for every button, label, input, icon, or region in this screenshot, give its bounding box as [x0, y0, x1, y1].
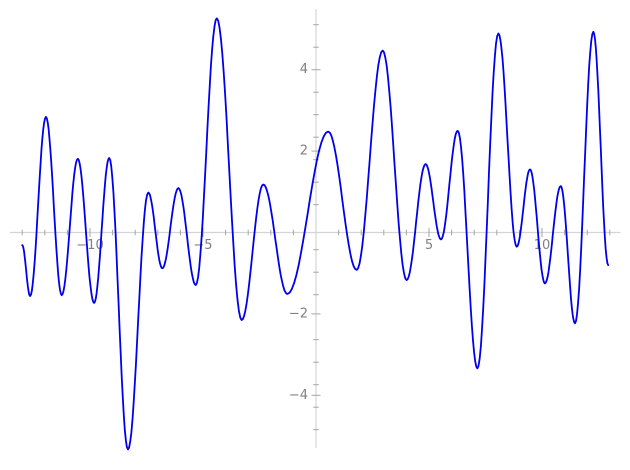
y-axis-tick-label: 4 [300, 62, 308, 77]
curve-path [21, 17, 610, 451]
x-axis-tick-label: 10 [534, 238, 551, 253]
y-axis-tick-label: 2 [300, 144, 308, 159]
x-axis-tick-label: −5 [193, 238, 212, 253]
y-axis-tick-label: −2 [289, 306, 308, 321]
x-axis-tick-label: 5 [425, 238, 433, 253]
y-axis-tick-label: −4 [289, 388, 308, 403]
x-axis-tick-label: −10 [76, 238, 103, 253]
